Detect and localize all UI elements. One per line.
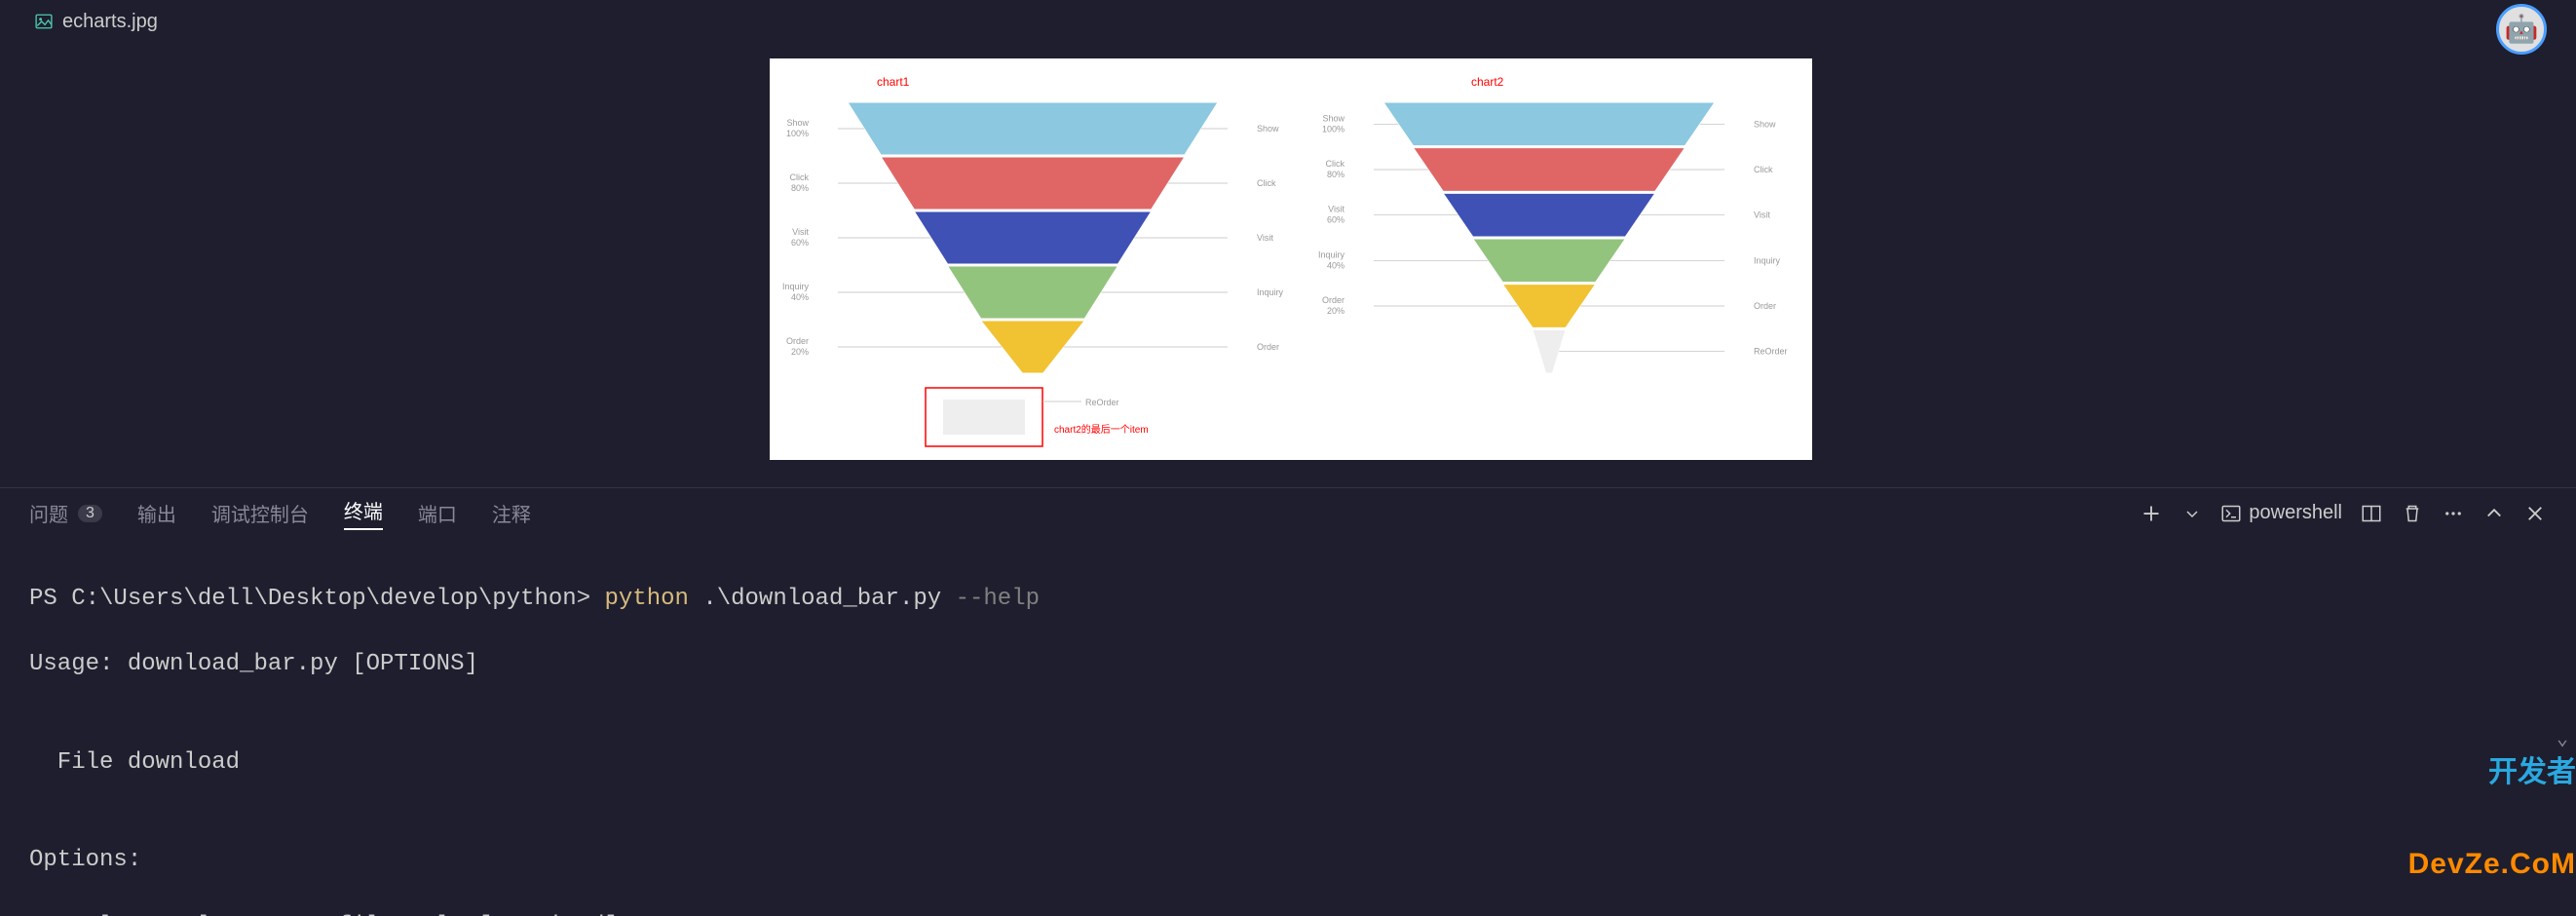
image-file-icon	[35, 13, 53, 30]
svg-text:100%: 100%	[1322, 124, 1345, 134]
new-terminal-icon[interactable]	[2140, 502, 2163, 525]
svg-text:Show: Show	[1754, 119, 1776, 129]
svg-text:Inquiry: Inquiry	[1318, 249, 1345, 259]
tab-bar: echarts.jpg 🤖	[0, 0, 2576, 43]
svg-text:Order: Order	[1754, 301, 1776, 311]
svg-text:Click: Click	[1326, 159, 1345, 169]
tab-output-label: 输出	[137, 499, 176, 527]
more-icon[interactable]	[2442, 502, 2465, 525]
svg-text:Order: Order	[1322, 295, 1345, 305]
svg-text:chart1: chart1	[877, 75, 910, 89]
preview-svg: chart1Show100%ShowClick80%ClickVisit60%V…	[770, 58, 1812, 460]
shell-label-text: powershell	[2249, 502, 2342, 524]
svg-text:ReOrder: ReOrder	[1754, 347, 1788, 357]
svg-text:80%: 80%	[1327, 170, 1345, 179]
tab-problems-label: 问题	[29, 499, 68, 527]
svg-text:Visit: Visit	[1328, 205, 1345, 214]
svg-text:Order: Order	[786, 336, 809, 346]
tab-terminal-label: 终端	[344, 496, 383, 524]
svg-text:60%: 60%	[1327, 215, 1345, 225]
svg-text:Visit: Visit	[1257, 233, 1273, 243]
watermark: 开发者 DevZe.CoM	[2408, 696, 2576, 911]
svg-text:20%: 20%	[1327, 306, 1345, 316]
svg-text:100%: 100%	[786, 129, 809, 138]
terminal-line: PS C:\Users\dell\Desktop\develop\python>…	[29, 583, 2547, 616]
editor-area: echarts.jpg 🤖 chart1Show100%ShowClick80%…	[0, 0, 2576, 487]
panel-actions: powershell	[2140, 502, 2547, 525]
close-panel-icon[interactable]	[2523, 502, 2547, 525]
svg-text:Inquiry: Inquiry	[1754, 255, 1781, 265]
panel-titlebar: 问题 3 输出 调试控制台 终端 端口 注释 powershell	[0, 487, 2576, 538]
powershell-icon	[2221, 504, 2241, 523]
svg-text:ReOrder: ReOrder	[1085, 398, 1119, 407]
svg-text:Click: Click	[790, 172, 810, 182]
avatar[interactable]: 🤖	[2496, 4, 2547, 55]
svg-text:Show: Show	[1322, 113, 1345, 123]
tab-terminal[interactable]: 终端	[344, 496, 383, 530]
svg-text:chart2: chart2	[1471, 75, 1504, 89]
svg-text:Inquiry: Inquiry	[782, 282, 810, 291]
image-preview: chart1Show100%ShowClick80%ClickVisit60%V…	[770, 58, 1812, 460]
shell-selector[interactable]: powershell	[2221, 502, 2342, 524]
tab-debug-console-label: 调试控制台	[211, 499, 309, 527]
terminal-line: Usage: download_bar.py [OPTIONS]	[29, 648, 2547, 681]
svg-text:20%: 20%	[791, 347, 809, 357]
file-tab-label: echarts.jpg	[62, 11, 158, 33]
tab-problems[interactable]: 问题 3	[29, 499, 102, 527]
tab-comments[interactable]: 注释	[492, 499, 531, 527]
svg-text:Show: Show	[1257, 124, 1279, 134]
svg-text:Click: Click	[1754, 165, 1773, 174]
terminal-line: File download	[29, 746, 2547, 780]
avatar-emoji: 🤖	[2505, 13, 2539, 47]
svg-text:Visit: Visit	[1754, 210, 1770, 220]
svg-text:40%: 40%	[791, 292, 809, 302]
tab-output[interactable]: 输出	[137, 499, 176, 527]
svg-text:40%: 40%	[1327, 260, 1345, 270]
svg-text:Order: Order	[1257, 342, 1279, 352]
svg-text:Visit: Visit	[792, 227, 809, 237]
tab-debug-console[interactable]: 调试控制台	[211, 499, 309, 527]
tab-ports-label: 端口	[418, 499, 457, 527]
terminal-line: -url, --url TEXT file url [required]	[29, 910, 2547, 916]
file-tab[interactable]: echarts.jpg	[19, 0, 173, 43]
svg-text:chart2的最后一个item: chart2的最后一个item	[1054, 423, 1149, 436]
trash-icon[interactable]	[2401, 502, 2424, 525]
svg-text:60%: 60%	[791, 238, 809, 248]
terminal-body[interactable]: PS C:\Users\dell\Desktop\develop\python>…	[0, 538, 2576, 916]
svg-text:Click: Click	[1257, 178, 1276, 188]
split-terminal-icon[interactable]	[2360, 502, 2383, 525]
tab-ports[interactable]: 端口	[418, 499, 457, 527]
svg-text:80%: 80%	[791, 183, 809, 193]
chevron-up-icon[interactable]	[2482, 502, 2506, 525]
svg-text:Show: Show	[786, 118, 809, 128]
scroll-down-arrow[interactable]: ⌄	[2557, 727, 2568, 754]
terminal-line: Options:	[29, 844, 2547, 877]
chevron-down-icon[interactable]	[2180, 502, 2204, 525]
tab-comments-label: 注释	[492, 499, 531, 527]
problems-count-badge: 3	[78, 505, 102, 522]
svg-text:Inquiry: Inquiry	[1257, 287, 1284, 297]
